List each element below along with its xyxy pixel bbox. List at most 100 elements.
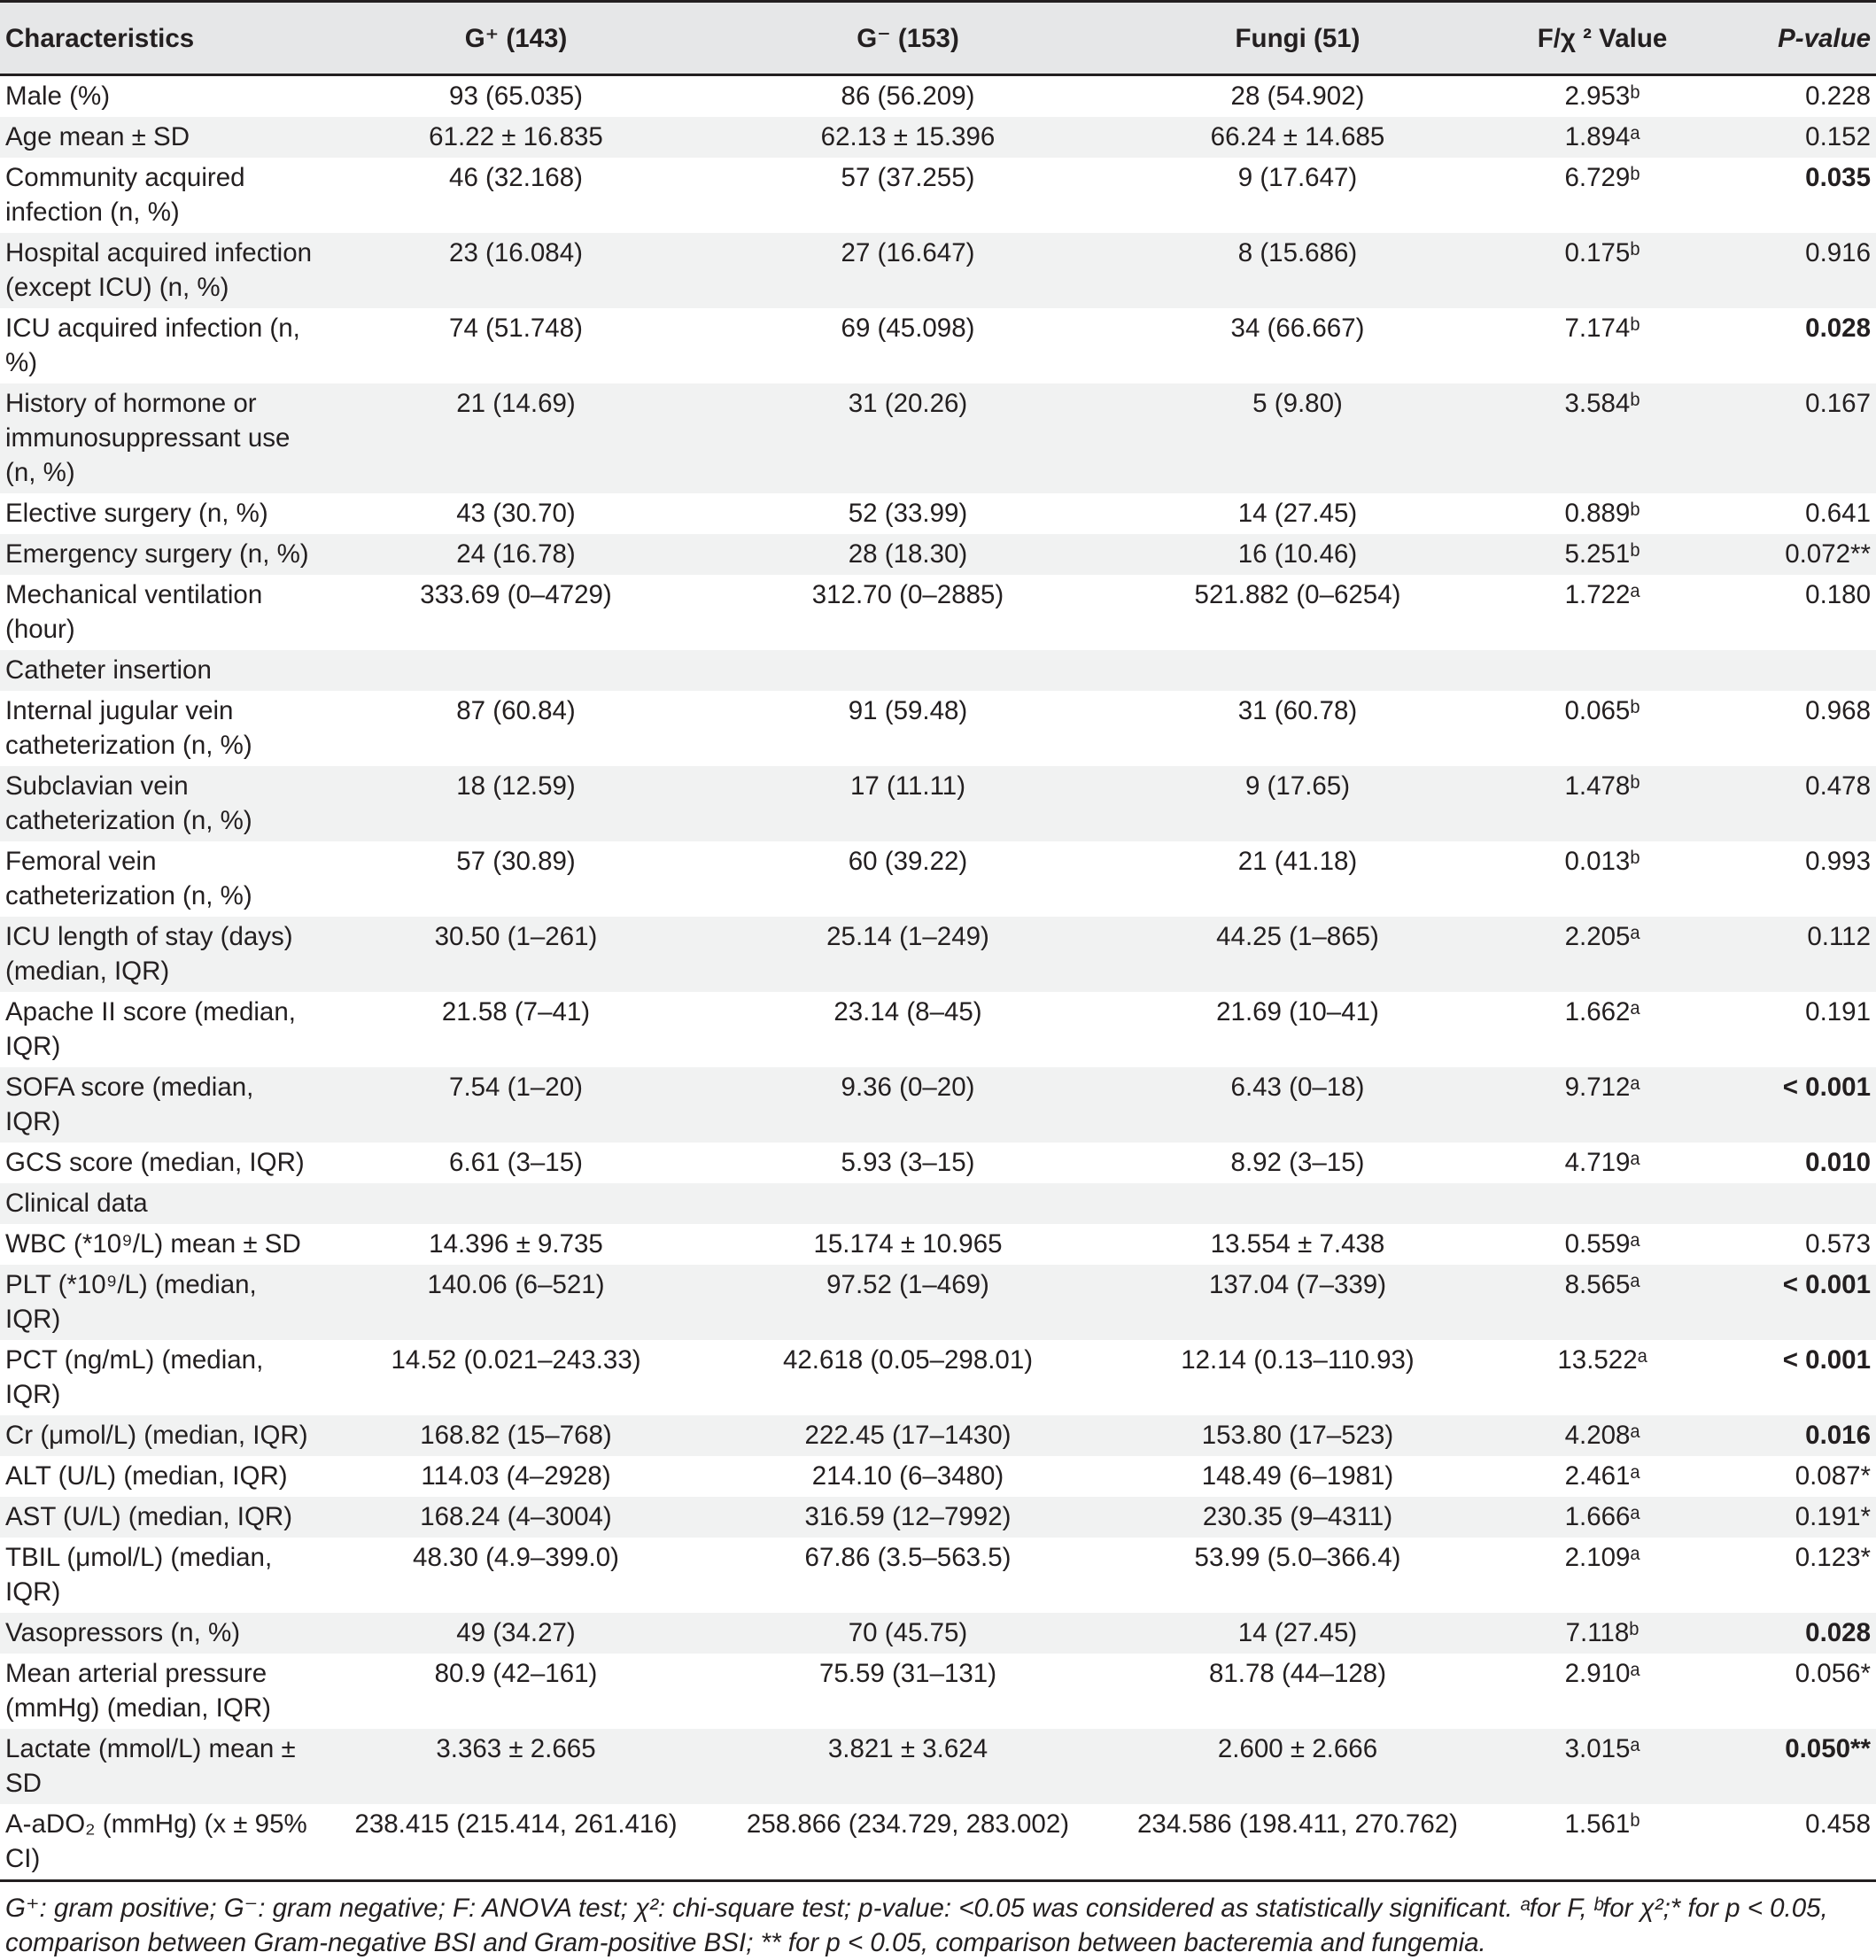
cell-gram-negative: 75.59 (31–131) — [818, 1659, 997, 1688]
cell-gram-positive: 14.52 (0.021–243.33) — [391, 1345, 641, 1375]
cell-gram-positive: 61.22 ± 16.835 — [429, 122, 603, 151]
cell-gram-negative — [713, 650, 1103, 691]
row-label: PCT (ng/mL) (median, IQR) — [5, 1345, 264, 1409]
header-gram-negative: G⁻ (153) — [713, 0, 1103, 76]
cell-f-chi-value: 0.175ᵇ — [1564, 238, 1640, 267]
cell-gram-positive: 333.69 (0–4729) — [420, 580, 612, 609]
cell-f-chi-value: 1.666ᵃ — [1564, 1502, 1640, 1531]
cell-f-chi-value: 0.013ᵇ — [1564, 847, 1640, 876]
cell-p-value: < 0.001 — [1782, 1073, 1871, 1102]
cell-gram-negative: 9.36 (0–20) — [841, 1073, 975, 1102]
cell-gram-positive — [319, 1183, 713, 1224]
cell-gram-negative: 17 (11.11) — [849, 771, 966, 801]
cell-gram-negative: 258.866 (234.729, 283.002) — [713, 1804, 1103, 1882]
cell-fungi: 28 (54.902) — [1230, 81, 1365, 111]
row-label: Age mean ± SD — [5, 122, 190, 151]
cell-p-value: 0.641 — [1805, 499, 1871, 528]
row-label: Clinical data — [5, 1189, 148, 1218]
cell-fungi — [1103, 1183, 1492, 1224]
cell-fungi: 16 (10.46) — [1237, 539, 1358, 569]
table-row: Catheter insertion — [0, 650, 1876, 691]
row-label: Male (%) — [5, 81, 111, 111]
cell-fungi: 31 (60.78) — [1237, 696, 1358, 725]
table-row: PCT (ng/mL) (median, IQR) 14.52 (0.021–24… — [0, 1340, 1876, 1415]
cell-f-chi-value: 9.712ᵃ — [1564, 1073, 1640, 1102]
cell-p-value: 0.028 — [1805, 1618, 1871, 1647]
cell-gram-positive: 57 (30.89) — [456, 847, 576, 876]
cell-p-value: < 0.001 — [1782, 1270, 1871, 1299]
cell-gram-negative: 3.821 ± 3.624 — [827, 1734, 988, 1763]
cell-fungi: 12.14 (0.13–110.93) — [1181, 1345, 1415, 1375]
table-row: Lactate (mmol/L) mean ± SD 3.363 ± 2.665 3… — [0, 1729, 1876, 1804]
row-label: Mean arterial pressure (mmHg) (median, I… — [5, 1659, 271, 1723]
cell-fungi: 234.586 (198.411, 270.762) — [1103, 1804, 1492, 1882]
cell-f-chi-value: 1.561ᵇ — [1492, 1804, 1712, 1882]
header-fungi: Fungi (51) — [1103, 0, 1492, 76]
cell-fungi: 14 (27.45) — [1237, 1618, 1358, 1647]
cell-fungi: 8.92 (3–15) — [1230, 1148, 1365, 1177]
cell-gram-positive: 46 (32.168) — [449, 163, 583, 192]
cell-p-value: 0.458 — [1712, 1804, 1876, 1882]
cell-p-value: 0.028 — [1805, 314, 1871, 343]
cell-fungi: 2.600 ± 2.666 — [1217, 1734, 1378, 1763]
table-row: Age mean ± SD 61.22 ± 16.835 62.13 ± 15.39… — [0, 117, 1876, 158]
cell-gram-positive: 93 (65.035) — [449, 81, 583, 111]
cell-f-chi-value: 13.522ᵃ — [1557, 1345, 1647, 1375]
table-row: Mechanical ventilation (hour) 333.69 (0–4… — [0, 575, 1876, 650]
cell-fungi: 13.554 ± 7.438 — [1210, 1229, 1385, 1259]
cell-gram-negative: 52 (33.99) — [848, 499, 968, 528]
cell-gram-positive: 6.61 (3–15) — [449, 1148, 583, 1177]
cell-p-value: 0.573 — [1805, 1229, 1871, 1259]
header-p-value: P-value — [1712, 0, 1876, 76]
header-gram-positive: G⁺ (143) — [319, 0, 713, 76]
cell-gram-positive: 3.363 ± 2.665 — [436, 1734, 596, 1763]
table-row: Emergency surgery (n, %) 24 (16.78) 28 (18… — [0, 534, 1876, 575]
cell-gram-negative: 23.14 (8–45) — [833, 997, 982, 1026]
cell-gram-negative: 97.52 (1–469) — [826, 1270, 989, 1299]
cell-gram-positive: 48.30 (4.9–399.0) — [413, 1543, 619, 1572]
cell-f-chi-value: 2.953ᵇ — [1564, 81, 1640, 111]
cell-f-chi-value: 4.719ᵃ — [1564, 1148, 1640, 1177]
cell-fungi: 14 (27.45) — [1237, 499, 1358, 528]
table-row: SOFA score (median, IQR) 7.54 (1–20) 9.36 … — [0, 1067, 1876, 1143]
cell-f-chi-value: 1.478ᵇ — [1564, 771, 1640, 801]
table-row: Cr (μmol/L) (median, IQR) 168.82 (15–768)… — [0, 1415, 1876, 1456]
cell-f-chi-value: 3.015ᵃ — [1564, 1734, 1640, 1763]
cell-fungi: 148.49 (6–1981) — [1201, 1461, 1394, 1491]
cell-gram-negative: 28 (18.30) — [848, 539, 968, 569]
row-label: History of hormone or immunosuppressant … — [5, 389, 291, 487]
cell-gram-positive: 87 (60.84) — [456, 696, 576, 725]
cell-f-chi-value: 1.662ᵃ — [1564, 997, 1640, 1026]
cell-fungi: 6.43 (0–18) — [1230, 1073, 1365, 1102]
cell-f-chi-value: 6.729ᵇ — [1564, 163, 1640, 192]
cell-f-chi-value: 1.894ᵃ — [1564, 122, 1640, 151]
row-label: ICU acquired infection (n, %) — [5, 314, 300, 377]
characteristics-table: Characteristics G⁺ (143) G⁻ (153) Fungi … — [0, 0, 1876, 1882]
table-row: PLT (*10⁹/L) (median, IQR) 140.06 (6–521)… — [0, 1265, 1876, 1340]
table-row: AST (U/L) (median, IQR) 168.24 (4–3004) 31… — [0, 1497, 1876, 1538]
cell-gram-positive: 14.396 ± 9.735 — [429, 1229, 603, 1259]
cell-fungi: 5 (9.80) — [1252, 389, 1343, 418]
cell-fungi: 21.69 (10–41) — [1216, 997, 1379, 1026]
table-row: ICU length of stay (days) (median, IQR) 3… — [0, 917, 1876, 992]
cell-gram-negative: 31 (20.26) — [848, 389, 968, 418]
cell-gram-negative: 5.93 (3–15) — [841, 1148, 975, 1177]
row-label: Community acquired infection (n, %) — [5, 163, 245, 227]
cell-f-chi-value: 0.889ᵇ — [1564, 499, 1640, 528]
cell-gram-negative: 312.70 (0–2885) — [811, 580, 1004, 609]
cell-f-chi-value: 5.251ᵇ — [1564, 539, 1640, 569]
cell-p-value: 0.191* — [1795, 1502, 1871, 1531]
header-characteristics: Characteristics — [0, 0, 319, 76]
table-row: GCS score (median, IQR) 6.61 (3–15) 5.93 (… — [0, 1143, 1876, 1183]
cell-gram-negative: 15.174 ± 10.965 — [813, 1229, 1003, 1259]
cell-f-chi-value: 3.584ᵇ — [1564, 389, 1640, 418]
cell-p-value — [1712, 650, 1876, 691]
cell-p-value: 0.180 — [1805, 580, 1871, 609]
table-row: Apache II score (median, IQR) 21.58 (7–41… — [0, 992, 1876, 1067]
cell-gram-positive: 168.24 (4–3004) — [420, 1502, 612, 1531]
cell-f-chi-value: 7.118ᵇ — [1565, 1618, 1640, 1647]
row-label: Catheter insertion — [5, 655, 212, 685]
row-label: Mechanical ventilation (hour) — [5, 580, 263, 644]
cell-p-value: 0.152 — [1805, 122, 1871, 151]
table-row: ALT (U/L) (median, IQR) 114.03 (4–2928) 21… — [0, 1456, 1876, 1497]
